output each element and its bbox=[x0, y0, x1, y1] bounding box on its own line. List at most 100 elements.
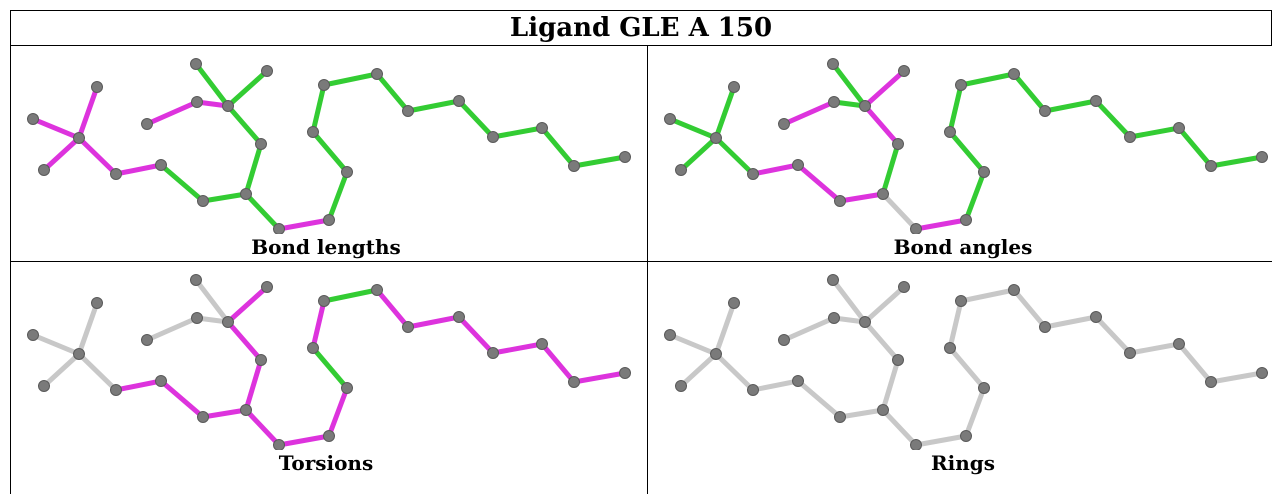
bond bbox=[310, 345, 350, 391]
atom bbox=[38, 380, 50, 392]
atom bbox=[1090, 311, 1102, 323]
atom bbox=[955, 79, 967, 91]
atom bbox=[240, 404, 252, 416]
bond bbox=[880, 357, 901, 413]
atom bbox=[978, 382, 990, 394]
atom bbox=[792, 159, 804, 171]
atom bbox=[453, 95, 465, 107]
molecule-torsions bbox=[27, 274, 631, 450]
bond bbox=[1176, 125, 1214, 169]
atom bbox=[747, 384, 759, 396]
bond bbox=[678, 135, 719, 173]
atom bbox=[877, 404, 889, 416]
bond bbox=[456, 98, 496, 140]
bond bbox=[880, 141, 901, 197]
bond bbox=[862, 68, 907, 109]
atom bbox=[73, 348, 85, 360]
bond bbox=[1011, 71, 1048, 114]
atom bbox=[834, 411, 846, 423]
atom bbox=[792, 375, 804, 387]
bond bbox=[310, 129, 350, 175]
bond bbox=[225, 319, 264, 363]
atom bbox=[255, 354, 267, 366]
bond bbox=[225, 103, 264, 147]
panel-bond-angles: Bond angles bbox=[648, 46, 1275, 261]
bond bbox=[830, 61, 868, 109]
atom bbox=[536, 338, 548, 350]
panel-caption: Torsions bbox=[278, 451, 374, 475]
atom bbox=[273, 223, 285, 234]
atom bbox=[877, 188, 889, 200]
atom bbox=[110, 168, 122, 180]
bond bbox=[795, 378, 843, 420]
bond bbox=[750, 378, 801, 393]
atom bbox=[141, 334, 153, 346]
atom bbox=[191, 96, 203, 108]
bond bbox=[1127, 341, 1182, 356]
bond bbox=[243, 357, 264, 413]
atom bbox=[828, 312, 840, 324]
bond bbox=[1093, 98, 1133, 140]
bond bbox=[200, 407, 249, 420]
bond bbox=[200, 191, 249, 204]
bond bbox=[76, 84, 100, 141]
atom bbox=[892, 138, 904, 150]
atom bbox=[91, 297, 103, 309]
atom bbox=[1124, 131, 1136, 143]
panel-caption: Rings bbox=[930, 451, 995, 475]
bond bbox=[374, 71, 411, 114]
bond bbox=[713, 135, 756, 177]
atom bbox=[73, 132, 85, 144]
atom bbox=[91, 81, 103, 93]
atom bbox=[191, 312, 203, 324]
bond bbox=[958, 71, 1017, 88]
bond bbox=[947, 82, 964, 135]
bond bbox=[539, 341, 577, 385]
atom bbox=[960, 430, 972, 442]
atom bbox=[910, 223, 922, 234]
bond bbox=[76, 351, 119, 393]
bond bbox=[913, 217, 969, 232]
atom bbox=[155, 375, 167, 387]
atom bbox=[1173, 338, 1185, 350]
bond bbox=[76, 300, 100, 357]
bond bbox=[326, 385, 350, 439]
atom bbox=[675, 380, 687, 392]
atom bbox=[402, 105, 414, 117]
atom bbox=[664, 113, 676, 125]
atom bbox=[568, 376, 580, 388]
bond bbox=[326, 169, 350, 223]
bond bbox=[321, 287, 380, 304]
bond bbox=[243, 141, 264, 197]
atom bbox=[859, 316, 871, 328]
atom bbox=[155, 159, 167, 171]
bond bbox=[276, 433, 332, 448]
bond bbox=[913, 433, 969, 448]
atom bbox=[675, 164, 687, 176]
bond bbox=[963, 169, 987, 223]
atom bbox=[190, 58, 202, 70]
atom bbox=[710, 348, 722, 360]
validation-table: Ligand GLE A 150 Bond lengths Bond angle… bbox=[10, 10, 1272, 494]
bond bbox=[1042, 98, 1099, 114]
bond bbox=[30, 332, 82, 357]
bond bbox=[862, 319, 901, 363]
bond bbox=[225, 284, 270, 325]
atom bbox=[222, 316, 234, 328]
atom bbox=[307, 126, 319, 138]
bond bbox=[1208, 370, 1265, 385]
atom bbox=[318, 295, 330, 307]
table-border-top bbox=[10, 10, 1272, 11]
atom bbox=[1008, 284, 1020, 296]
atom bbox=[487, 131, 499, 143]
atom bbox=[38, 164, 50, 176]
atom bbox=[619, 367, 631, 379]
bond bbox=[193, 61, 231, 109]
atom bbox=[898, 281, 910, 293]
bond bbox=[1176, 341, 1214, 385]
bond bbox=[144, 315, 200, 343]
atom bbox=[487, 347, 499, 359]
atom bbox=[222, 100, 234, 112]
bond bbox=[321, 71, 380, 88]
atom bbox=[261, 65, 273, 77]
